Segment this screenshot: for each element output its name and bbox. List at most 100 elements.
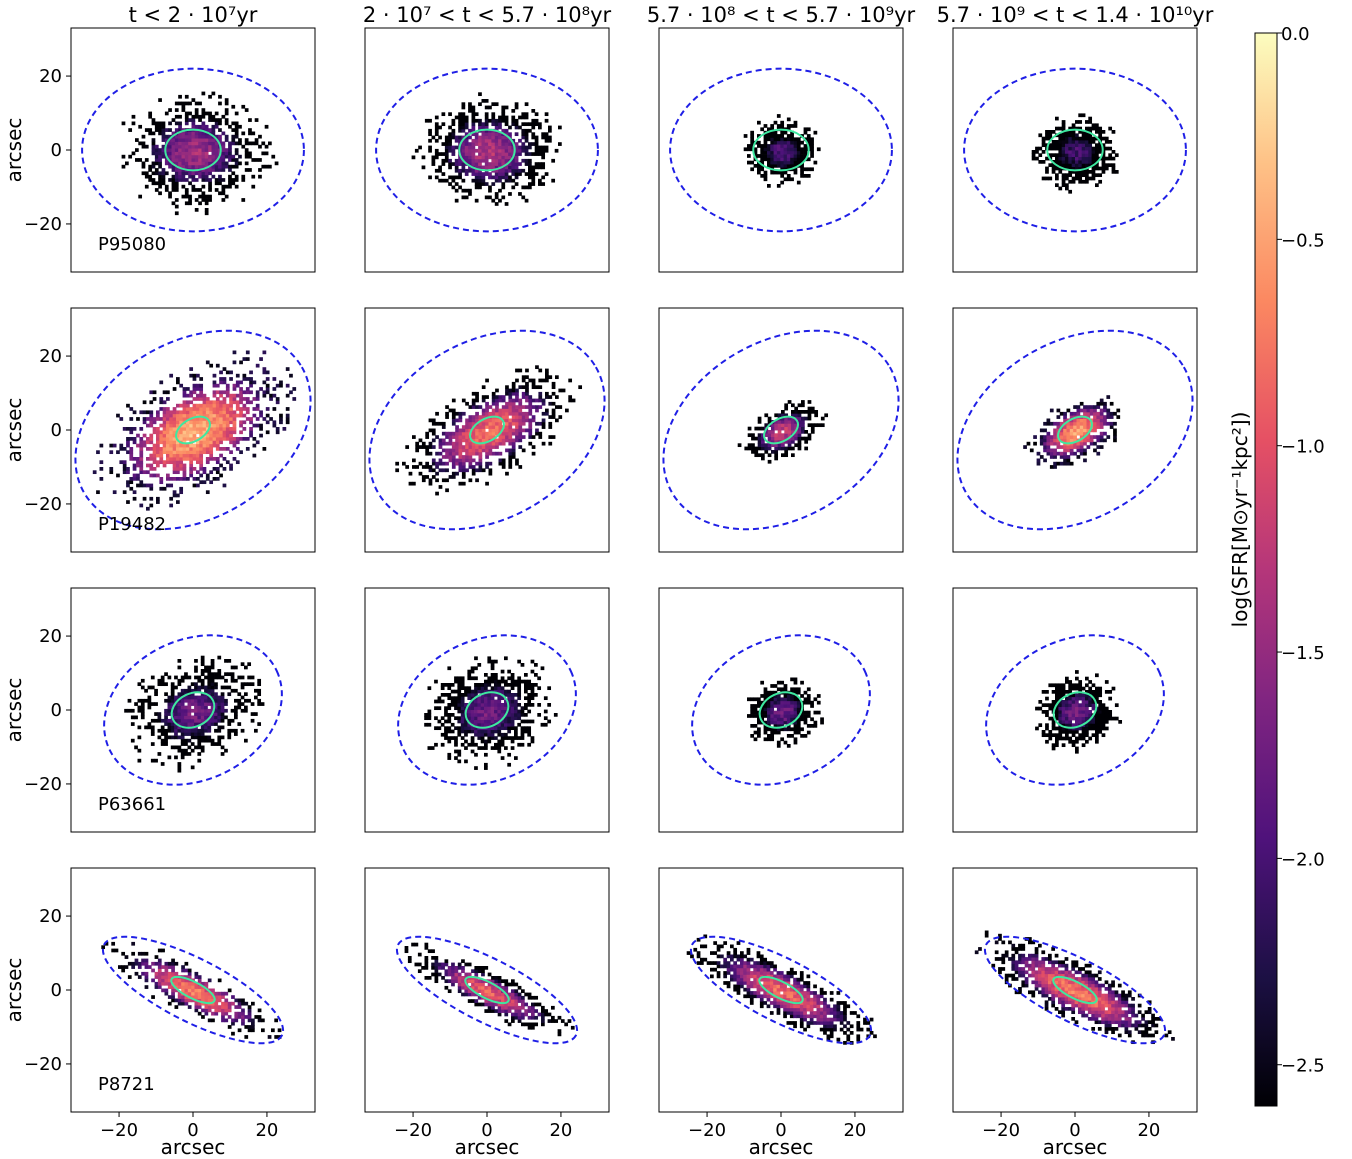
galaxy-label: P19482 [98, 514, 166, 535]
colorbar-tick-label: −1.0 [1281, 437, 1325, 458]
axes-frame [952, 587, 1198, 833]
y-tick-label: 20 [39, 346, 62, 367]
galaxy-label: P95080 [98, 234, 166, 255]
sfr-map [92, 350, 297, 511]
inner-ellipse [758, 691, 804, 729]
panel-r1-c4 [952, 27, 1198, 273]
column-title-2: 2 · 10⁷ < t < 5.7 · 10⁸yr [363, 3, 612, 27]
x-axis-label: arcsec [161, 1135, 226, 1159]
inner-ellipse [464, 975, 510, 1005]
inner-ellipse [469, 415, 505, 445]
y-tick-label: −20 [24, 214, 62, 235]
inner-ellipse [752, 128, 810, 172]
colorbar-tick-label: −2.5 [1281, 1056, 1325, 1077]
galaxy-label: P63661 [98, 794, 166, 815]
x-tick-label: −20 [982, 1120, 1020, 1141]
colorbar-tick-label: −1.5 [1281, 643, 1325, 664]
sfr-map [974, 930, 1175, 1045]
panel-r3-c4 [952, 587, 1198, 833]
panel-grid: −20 0 20 arcsec P95080 −20 0 20 arcsec P19482 −20 0… [2, 27, 1198, 1159]
colorbar-label: log(SFR[M⊙yr⁻¹kpc²]) [1228, 412, 1252, 628]
colorbar: 0.0 −0.5 −1.0 −1.5 −2.0 −2.5 log(SFR[M⊙yr⁻¹kpc… [1228, 24, 1325, 1107]
x-tick-label: −20 [394, 1120, 432, 1141]
sfr-map [424, 656, 558, 770]
outer-ellipse [368, 329, 606, 531]
sfr-map [747, 677, 824, 748]
outer-ellipse [691, 634, 871, 786]
x-tick-label: −20 [100, 1120, 138, 1141]
outer-ellipse [956, 329, 1194, 531]
outer-ellipse [662, 329, 900, 531]
axes-frame [364, 307, 610, 553]
panel-r3-c2 [364, 587, 610, 833]
axes-frame [364, 587, 610, 833]
panel-r1-c2 [364, 27, 610, 273]
inner-ellipse [1046, 128, 1104, 172]
y-axis-label: arcsec [2, 678, 26, 743]
panel-r1-c3 [658, 27, 904, 273]
x-tick-label: 0 [187, 1120, 198, 1141]
panel-r4-c3: −20 0 20 arcsec [658, 867, 904, 1159]
sfr-map [1023, 395, 1121, 469]
panel-r2-c2 [364, 307, 610, 553]
galaxy-label: P8721 [98, 1074, 155, 1095]
y-tick-label: −20 [24, 774, 62, 795]
inner-ellipse [1057, 415, 1093, 445]
x-tick-label: 20 [1137, 1120, 1160, 1141]
sfr-map [686, 934, 877, 1045]
y-tick-label: 20 [39, 626, 62, 647]
sfr-map [404, 942, 575, 1037]
x-tick-label: −20 [688, 1120, 726, 1141]
y-tick-label: 20 [39, 906, 62, 927]
outer-ellipse [81, 67, 305, 233]
sfr-map [1035, 670, 1123, 754]
sfr-map [395, 365, 583, 496]
panel-r2-c3 [658, 307, 904, 553]
outer-ellipse [985, 634, 1165, 786]
outer-ellipse [963, 67, 1187, 233]
inner-ellipse [1052, 691, 1098, 729]
panel-r4-c4: −20 0 20 arcsec [952, 867, 1198, 1159]
x-axis-label: arcsec [749, 1135, 814, 1159]
outer-ellipse [397, 634, 577, 786]
axes-frame [658, 307, 904, 553]
panel-r3-c3 [658, 587, 904, 833]
panel-r1-c1: −20 0 20 arcsec P95080 [2, 27, 316, 273]
colorbar-tick-label: −2.0 [1281, 849, 1325, 870]
x-tick-label: 20 [549, 1120, 572, 1141]
y-tick-label: −20 [24, 1054, 62, 1075]
axes-frame [658, 27, 904, 273]
y-axis-label: arcsec [2, 398, 26, 463]
inner-ellipse [758, 975, 804, 1005]
inner-ellipse [170, 975, 216, 1005]
axes-frame [952, 27, 1198, 273]
outer-ellipse [74, 329, 312, 531]
axes-frame [364, 27, 610, 273]
outer-ellipse [395, 935, 579, 1045]
y-tick-label: 0 [51, 140, 62, 161]
y-tick-label: 0 [51, 420, 62, 441]
y-tick-label: 0 [51, 980, 62, 1001]
sfr-map [124, 655, 265, 773]
column-titles: t < 2 · 10⁷yr 2 · 10⁷ < t < 5.7 · 10⁸yr 5.… [129, 3, 1214, 27]
inner-ellipse [763, 415, 799, 445]
x-axis-label: arcsec [1043, 1135, 1108, 1159]
outer-ellipse [375, 67, 599, 233]
y-tick-label: 20 [39, 66, 62, 87]
sfr-map [121, 91, 279, 216]
colorbar-tick-label: −0.5 [1281, 230, 1325, 251]
panel-r4-c2: −20 0 20 arcsec [364, 867, 610, 1159]
panel-r2-c1: −20 0 20 arcsec P19482 [2, 307, 316, 553]
outer-ellipse [689, 935, 873, 1045]
inner-ellipse [1052, 975, 1098, 1005]
colorbar-gradient [1254, 32, 1278, 1107]
panel-r3-c1: −20 0 20 arcsec P63661 [2, 587, 316, 833]
column-title-4: 5.7 · 10⁹ < t < 1.4 · 10¹⁰yr [937, 3, 1214, 27]
axes-frame [952, 307, 1198, 553]
column-title-3: 5.7 · 10⁸ < t < 5.7 · 10⁹yr [647, 3, 916, 27]
x-tick-label: 20 [843, 1120, 866, 1141]
x-tick-label: 0 [1069, 1120, 1080, 1141]
y-axis-label: arcsec [2, 118, 26, 183]
outer-ellipse [669, 67, 893, 233]
